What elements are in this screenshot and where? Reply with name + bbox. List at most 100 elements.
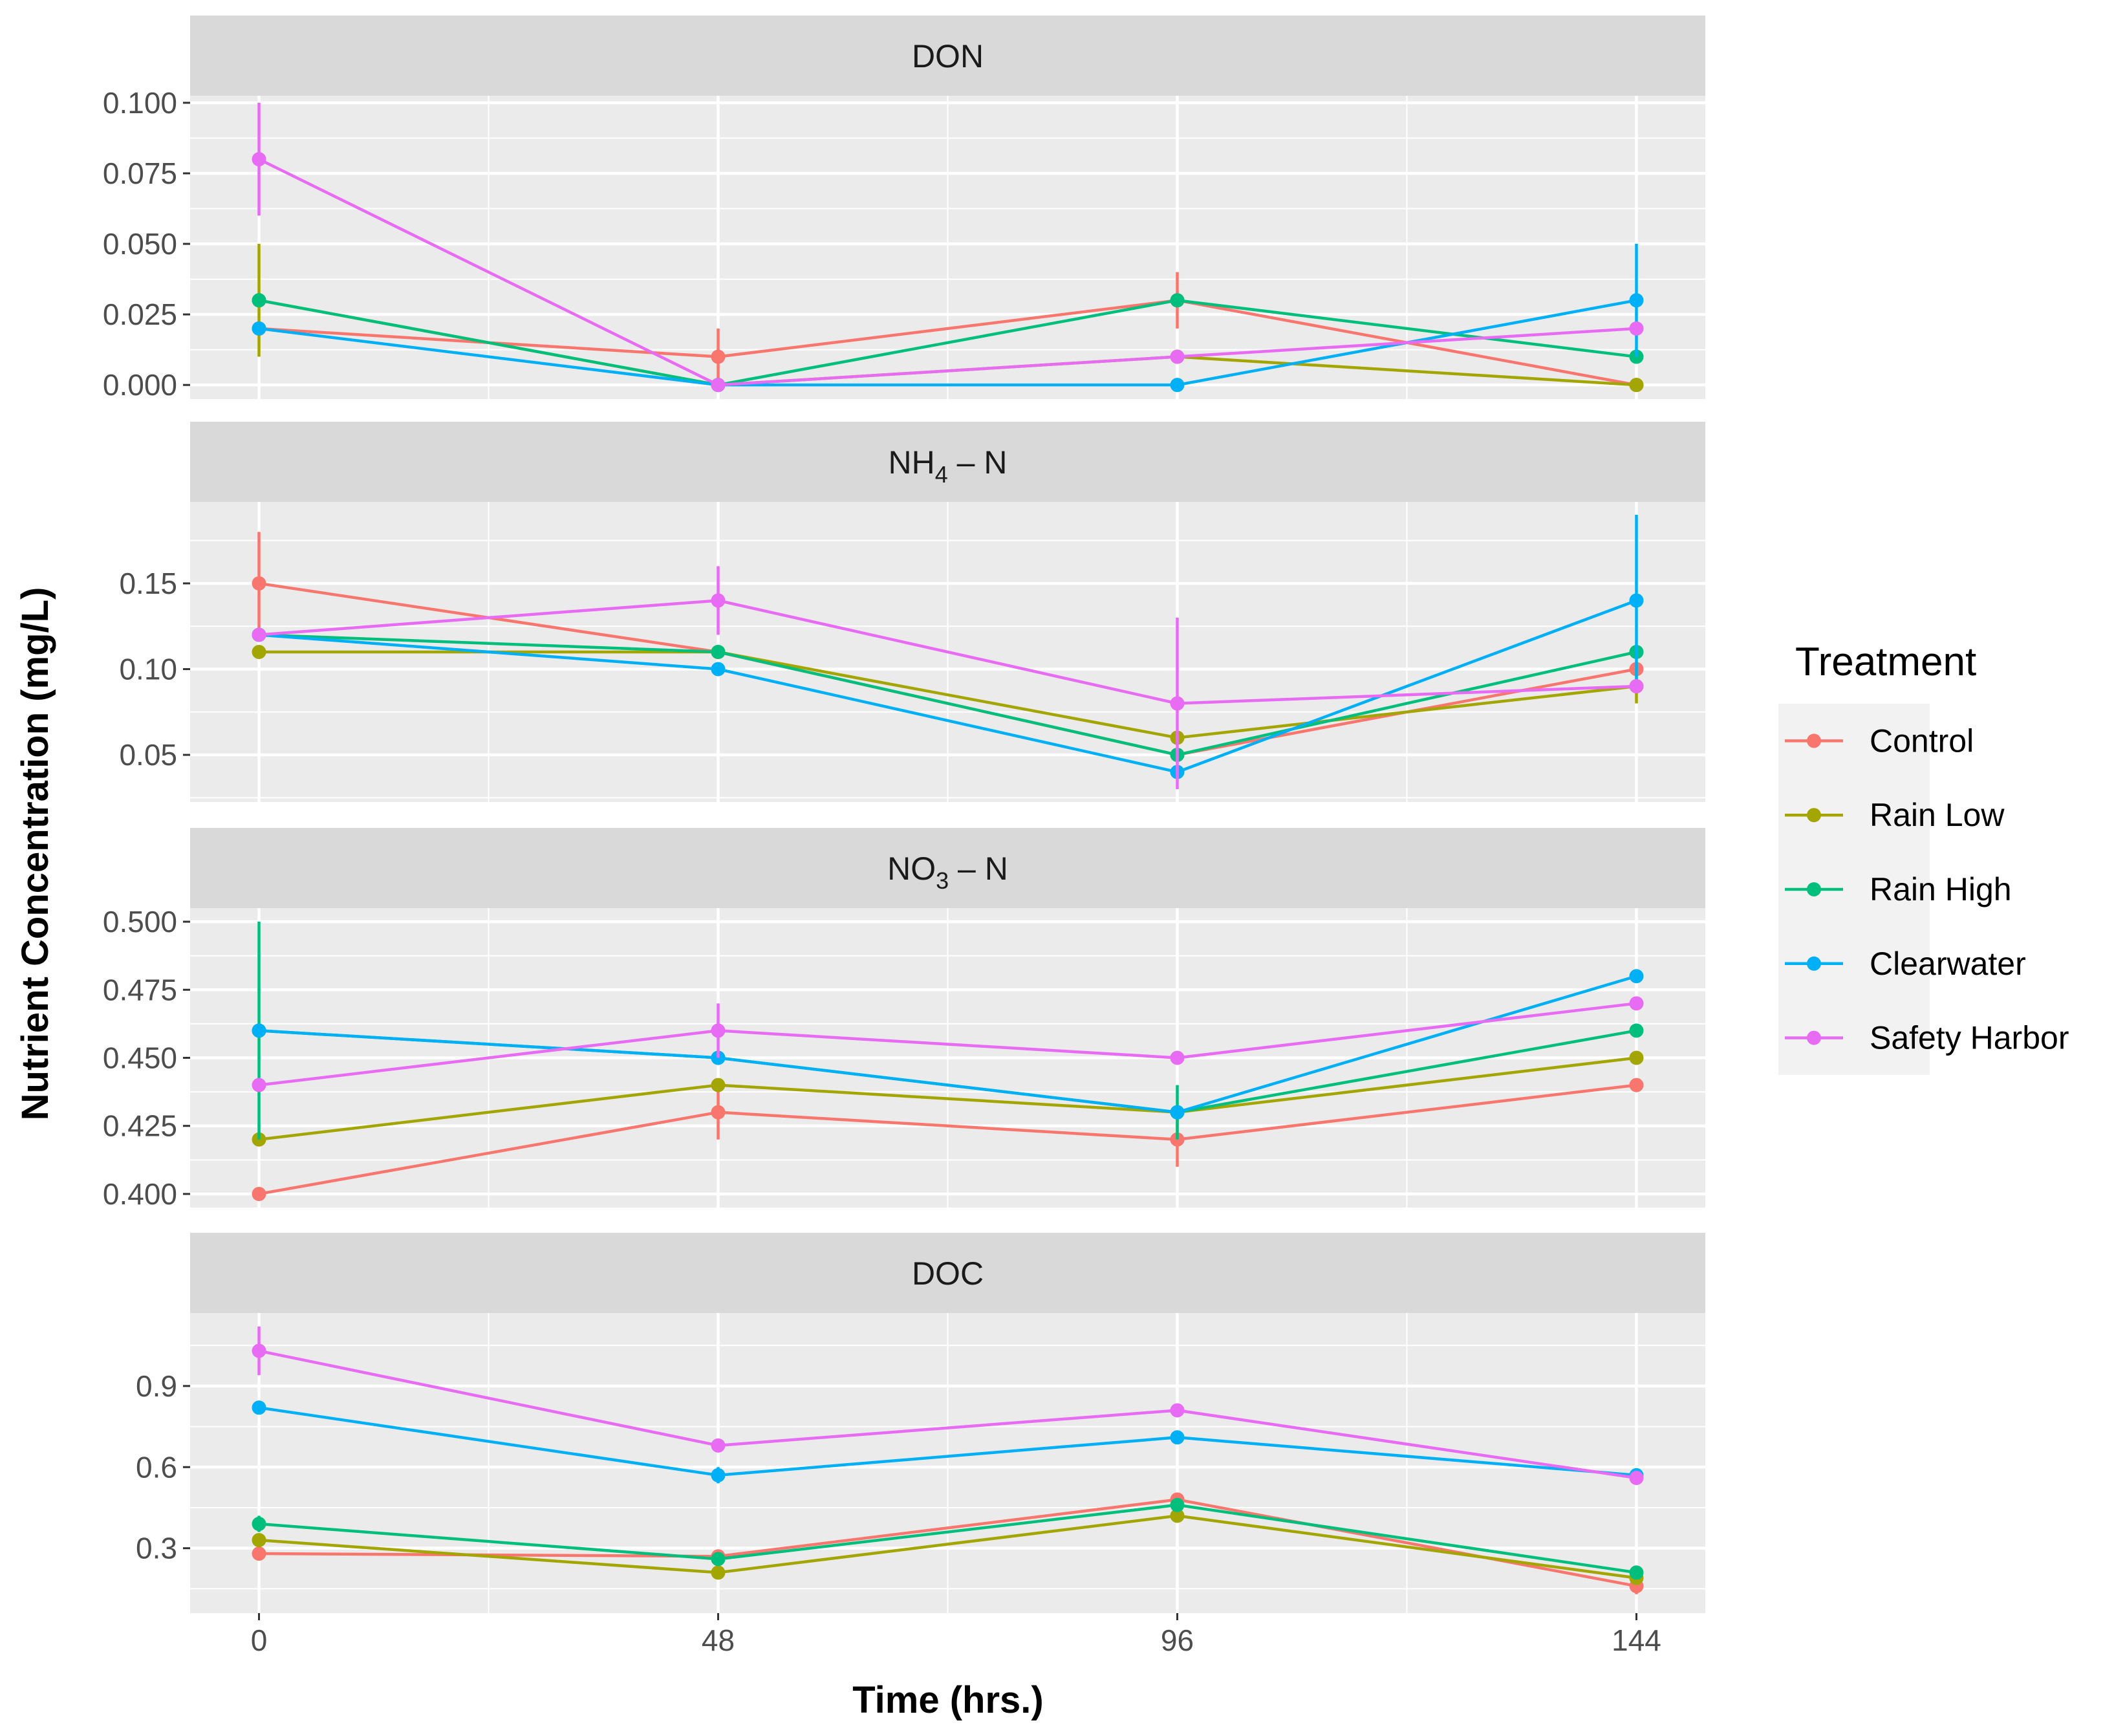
legend-key-point <box>1807 882 1821 896</box>
legend-entry-clearwater: Clearwater <box>1785 946 2026 982</box>
series-safety-harbor <box>252 1326 1644 1485</box>
data-point <box>252 1186 266 1201</box>
strip-label-doc: DOC <box>912 1255 984 1292</box>
data-point <box>711 1078 726 1092</box>
legend-key-point <box>1807 808 1821 823</box>
data-point <box>252 1533 266 1548</box>
series-safety-harbor <box>252 102 1644 393</box>
data-point <box>1629 1023 1644 1038</box>
panel-doc: DOC 0.3 0.6 0.9 <box>136 1233 1705 1613</box>
legend-label: Safety Harbor <box>1870 1020 2069 1056</box>
data-point <box>1170 1403 1185 1418</box>
data-point <box>711 349 726 364</box>
data-point <box>252 1343 266 1358</box>
data-point <box>252 1078 266 1092</box>
data-point <box>1629 321 1644 336</box>
y-tick-label: 0.15 <box>119 567 177 600</box>
strip-label-don: DON <box>912 38 984 74</box>
data-point <box>711 1023 726 1038</box>
series-line <box>259 1349 1637 1480</box>
data-point <box>252 1517 266 1532</box>
y-tick-label: 0.000 <box>103 368 177 402</box>
legend-entry-control: Control <box>1785 722 1974 759</box>
panel-nh4: NH4 – N 0.05 0.10 0.15 <box>119 422 1705 802</box>
series-safety-harbor <box>252 566 1644 790</box>
data-point <box>1629 679 1644 694</box>
series-rain-high <box>252 1497 1644 1580</box>
legend-title: Treatment <box>1795 640 1976 684</box>
y-tick-label: 0.475 <box>103 973 177 1006</box>
series-line <box>259 1083 1637 1196</box>
x-tick-label: 0 <box>251 1623 268 1657</box>
legend-entry-rain-high: Rain High <box>1785 871 2012 907</box>
y-tick-label: 0.9 <box>136 1369 177 1403</box>
y-tick-label: 0.425 <box>103 1109 177 1143</box>
data-point <box>711 662 726 677</box>
y-tick-label: 0.025 <box>103 298 177 331</box>
x-tick-label: 144 <box>1612 1623 1661 1657</box>
facet-panels: DON 0.000 0.025 0.050 0.075 0.100 NH4 – N 0.05 0… <box>103 16 1705 1613</box>
series-line <box>259 975 1637 1114</box>
legend-key-point <box>1807 733 1821 748</box>
y-tick-label: 0.100 <box>103 86 177 120</box>
data-point <box>252 1400 266 1415</box>
x-axis: 0 48 96 144 <box>251 1613 1661 1657</box>
data-point <box>711 1438 726 1453</box>
legend-label: Clearwater <box>1870 946 2026 982</box>
data-point <box>252 645 266 659</box>
series-line <box>259 1002 1637 1087</box>
x-tick-label: 48 <box>702 1623 735 1657</box>
y-tick-label: 0.500 <box>103 905 177 939</box>
legend-label: Rain High <box>1870 871 2012 907</box>
data-point <box>711 645 726 659</box>
y-tick-label: 0.075 <box>103 157 177 190</box>
y-tick-label: 0.6 <box>136 1450 177 1484</box>
y-tick-label: 0.3 <box>136 1532 177 1565</box>
y-tick-label: 0.450 <box>103 1041 177 1075</box>
data-point <box>1170 1430 1185 1445</box>
data-point <box>252 576 266 591</box>
data-point <box>1629 969 1644 984</box>
legend-key-point <box>1807 1030 1821 1045</box>
x-axis-title: Time (hrs.) <box>852 1679 1043 1721</box>
y-axis-title: Nutrient Concentration (mg/L) <box>14 587 56 1121</box>
legend-entry-safety-harbor: Safety Harbor <box>1785 1020 2069 1056</box>
series-line <box>259 599 1637 774</box>
x-tick-label: 96 <box>1161 1623 1194 1657</box>
data-point <box>1170 349 1185 364</box>
series-line <box>259 599 1637 705</box>
data-point <box>711 1552 726 1567</box>
data-point <box>711 1468 726 1482</box>
y-tick-label: 0.050 <box>103 227 177 261</box>
data-point <box>711 378 726 393</box>
series-line <box>259 1056 1637 1142</box>
data-point <box>1629 1050 1644 1065</box>
data-point <box>711 1105 726 1120</box>
data-point <box>1629 593 1644 608</box>
data-point <box>252 321 266 336</box>
data-point <box>1629 1565 1644 1580</box>
data-point <box>1629 1078 1644 1092</box>
series-safety-harbor <box>252 996 1644 1092</box>
data-point <box>711 593 726 608</box>
data-point <box>1629 293 1644 308</box>
data-point <box>252 152 266 167</box>
data-point <box>252 1023 266 1038</box>
y-tick-label: 0.05 <box>119 738 177 772</box>
strip-background <box>190 422 1705 502</box>
series-line <box>259 633 1637 757</box>
data-point <box>252 627 266 642</box>
data-point <box>1170 1050 1185 1065</box>
strip-background <box>190 1233 1705 1313</box>
data-point <box>1170 1508 1185 1523</box>
data-point <box>1170 293 1185 308</box>
series-rain-low <box>252 1508 1644 1585</box>
panel-no3: NO3 – N 0.400 0.425 0.450 0.475 0.500 <box>103 828 1705 1211</box>
strip-background <box>190 828 1705 908</box>
series-line <box>259 299 1637 387</box>
series-line <box>259 1514 1637 1579</box>
legend-entry-rain-low: Rain Low <box>1785 797 2005 833</box>
legend: Treatment Control Rain Low Rain High Clearw… <box>1778 640 2069 1075</box>
strip-label-nh4: NH4 – N <box>889 444 1008 488</box>
